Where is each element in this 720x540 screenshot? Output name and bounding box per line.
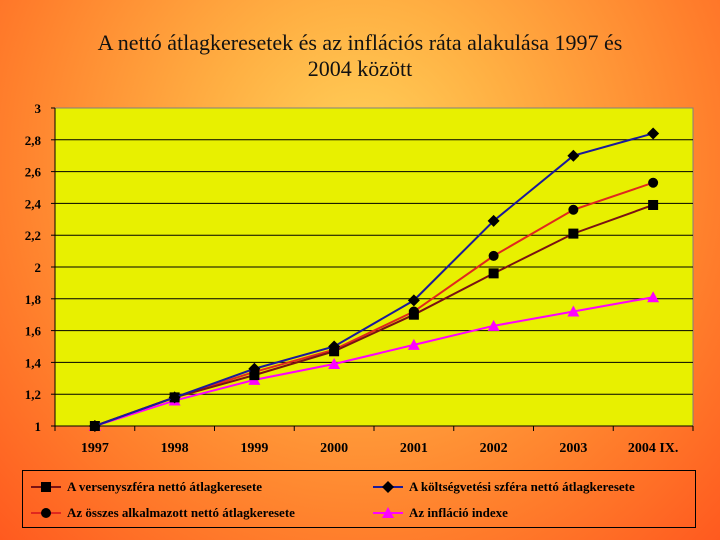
y-tick-label: 1 [35,419,42,434]
data-point [407,338,420,350]
y-tick-label: 2 [35,260,42,275]
legend-label: A költségvetési szféra nettó átlagkerese… [409,479,635,494]
x-tick-label: 1998 [161,441,189,456]
x-tick-label: 2004 IX. [628,441,679,456]
data-point [487,214,500,227]
y-tick-label: 1,4 [25,355,42,370]
y-tick-label: 2,4 [25,196,42,211]
data-point [168,391,181,404]
legend-item: Az infláció indexe [373,503,508,523]
y-tick-label: 2,6 [25,165,42,180]
data-point [407,294,420,307]
legend-marker [382,507,394,518]
x-tick-label: 2003 [559,441,587,456]
data-point [488,268,499,279]
chart-title: A nettó átlagkeresetek és az inflációs r… [20,30,700,82]
legend-swatch [373,507,403,518]
legend-swatch [31,482,61,492]
series-line [94,132,654,427]
data-point [248,362,261,375]
series-layer [88,127,660,432]
x-tick-label: 2001 [400,441,428,456]
legend-item: A versenyszféra nettó átlagkeresete [31,477,262,497]
legend-label: Az összes alkalmazott nettó átlagkereset… [67,505,295,520]
data-point [648,177,659,188]
data-point [488,250,499,261]
y-tick-label: 3 [35,101,42,116]
legend-marker [41,508,51,518]
data-point [568,204,579,215]
y-tick-label: 1,2 [25,387,41,402]
data-point [408,309,419,320]
series-line [94,296,654,427]
y-tick-label: 2,8 [25,133,42,148]
data-point [648,199,659,210]
data-point [88,420,101,432]
legend-item: A költségvetési szféra nettó átlagkerese… [373,477,635,497]
x-tick-label: 2002 [480,441,508,456]
legend-swatch [373,481,403,493]
x-tick-label: 1997 [81,441,109,456]
series-1 [88,127,660,432]
y-tick-label: 1,8 [25,292,42,307]
data-point [249,370,260,381]
legend: A versenyszféra nettó átlagkeresete A köl… [22,470,696,528]
data-point [568,228,579,239]
series-3 [88,291,660,431]
legend-marker [41,482,51,492]
legend-label: A versenyszféra nettó átlagkeresete [67,479,263,494]
y-tick-label: 2,2 [25,228,41,243]
data-point [647,291,660,303]
legend-swatch [31,508,61,518]
legend-label: Az infláció indexe [409,505,508,520]
x-tick-label: 1999 [240,441,268,456]
data-point [567,149,580,162]
data-point [647,127,660,140]
x-tick-label: 2000 [320,441,348,456]
chart-title-line-1: A nettó átlagkeresetek és az inflációs r… [97,30,623,55]
data-point [567,305,580,317]
data-point [328,340,341,353]
axes: 1 1,2 1,4 1,6 1,8 2 2,2 2,4 2,6 2,8 3 1997 1998 1999 2… [25,101,694,456]
chart-title-line-2: 2004 között [307,56,413,81]
legend-marker [382,481,394,493]
data-point [487,319,500,331]
legend-item: Az összes alkalmazott nettó átlagkereset… [31,503,295,523]
y-tick-label: 1,6 [25,324,42,339]
data-point [328,357,341,369]
